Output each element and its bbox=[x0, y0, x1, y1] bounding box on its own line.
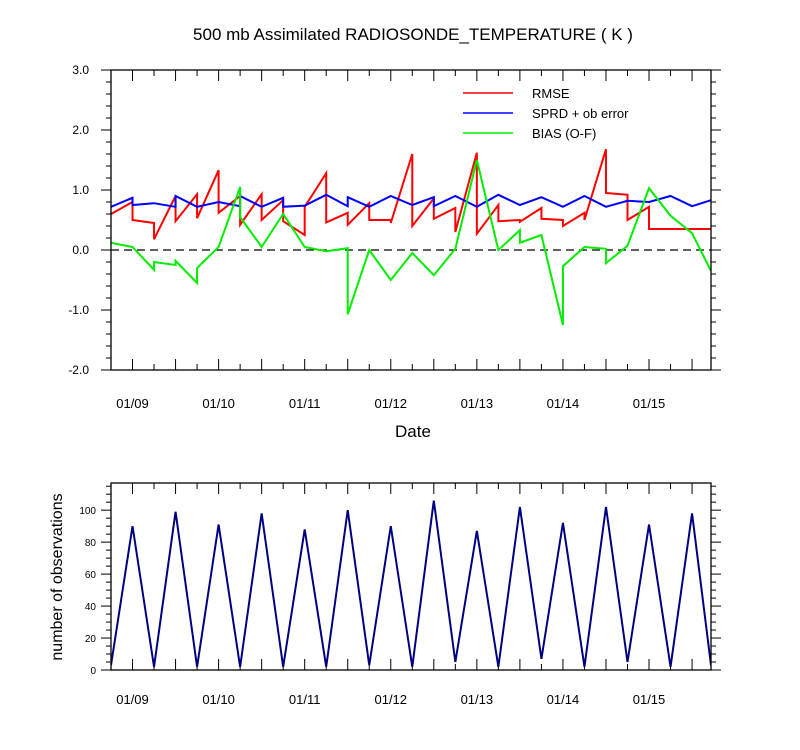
chart-title: 500 mb Assimilated RADIOSONDE_TEMPERATUR… bbox=[193, 25, 633, 44]
x-tick-label: 01/15 bbox=[633, 396, 666, 411]
legend-label-sprd: SPRD + ob error bbox=[532, 106, 629, 121]
x-tick-label: 01/09 bbox=[116, 692, 149, 707]
x-tick-label: 01/10 bbox=[202, 692, 235, 707]
y-tick-label: 100 bbox=[79, 506, 96, 517]
x-axis-label: Date bbox=[395, 422, 431, 441]
x-tick-label: 01/11 bbox=[289, 396, 321, 411]
x-tick-label: 01/14 bbox=[547, 692, 580, 707]
y-tick-label: 2.0 bbox=[72, 123, 89, 137]
y-tick-label: 1.0 bbox=[72, 183, 89, 197]
y-tick-label: -2.0 bbox=[68, 363, 89, 377]
bottom-plot-area: 01/09 01/10 01/11 01/12 01/13 01/14 01/15 0 20 40… bbox=[79, 483, 721, 707]
x-tick-label: 01/12 bbox=[374, 692, 407, 707]
top-plot-frame bbox=[110, 69, 712, 371]
legend-label-bias: BIAS (O-F) bbox=[532, 126, 596, 141]
x-tick-label: 01/13 bbox=[461, 692, 494, 707]
x-tick-label: 01/13 bbox=[461, 396, 494, 411]
bottom-plot-frame bbox=[110, 482, 712, 671]
y-tick-label: 80 bbox=[85, 538, 97, 549]
y-tick-label: 0 bbox=[90, 666, 96, 677]
legend: RMSE SPRD + ob error BIAS (O-F) bbox=[463, 86, 629, 141]
y-tick-label: -1.0 bbox=[68, 303, 89, 317]
series-line-bias-o-f bbox=[111, 159, 711, 326]
x-tick-label: 01/14 bbox=[547, 396, 580, 411]
y-tick-label: 0.0 bbox=[72, 243, 89, 257]
x-tick-label: 01/10 bbox=[202, 396, 235, 411]
y-tick-label: 3.0 bbox=[72, 63, 89, 77]
top-plot-area: 01/09 01/10 01/11 01/12 01/13 01/14 01/15 -2.0 -… bbox=[68, 63, 721, 411]
y-tick-label: 40 bbox=[85, 602, 97, 613]
legend-label-rmse: RMSE bbox=[532, 86, 570, 101]
x-tick-label: 01/09 bbox=[116, 396, 149, 411]
y-tick-label: 60 bbox=[85, 570, 97, 581]
series-line-sprd-ob-error bbox=[111, 193, 711, 208]
y-tick-label: 20 bbox=[85, 634, 97, 645]
y-axis-label-observations: number of observations bbox=[49, 493, 66, 660]
series-line-observations bbox=[111, 500, 711, 667]
x-tick-label: 01/11 bbox=[289, 692, 321, 707]
series-line-rmse bbox=[111, 148, 711, 240]
x-tick-label: 01/15 bbox=[633, 692, 666, 707]
x-tick-label: 01/12 bbox=[374, 396, 407, 411]
